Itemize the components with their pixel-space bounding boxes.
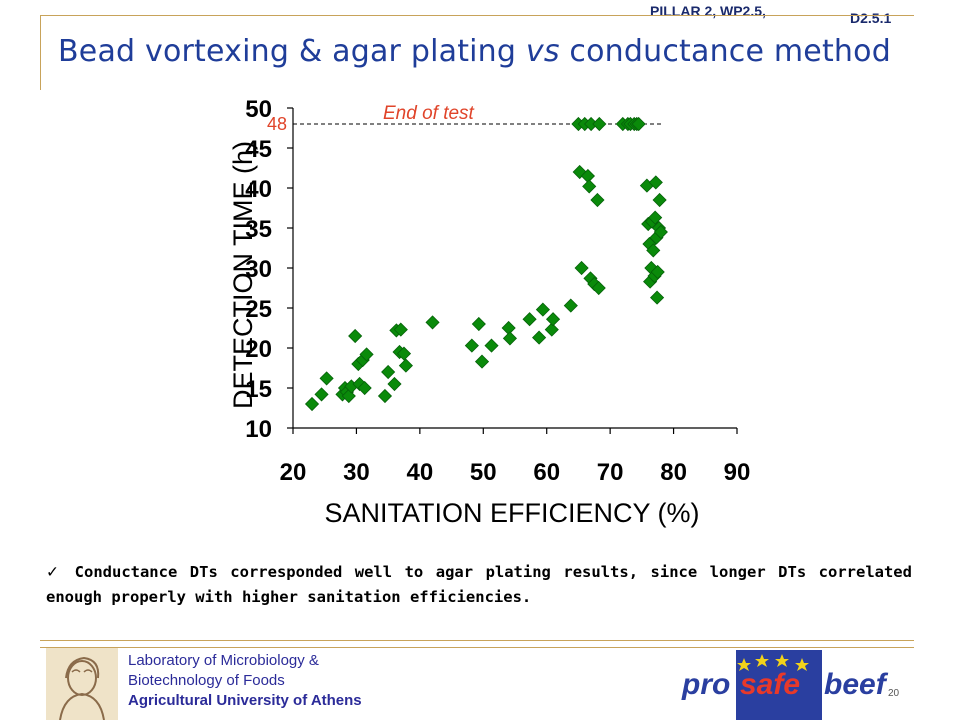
data-point — [304, 396, 320, 412]
y-tick-label: 50 — [245, 96, 272, 123]
data-point — [393, 322, 408, 337]
title-italic-vs: vs — [525, 34, 560, 69]
slide-title: Bead vortexing & agar plating vs conduct… — [58, 34, 891, 69]
data-point — [650, 290, 665, 305]
x-tick-label: 80 — [660, 459, 687, 486]
data-point — [348, 328, 363, 344]
lab-name-line2: Biotechnology of Foods — [128, 672, 285, 689]
logo-safe-text: safe — [740, 668, 800, 701]
data-point — [398, 358, 413, 373]
scatter-chart: 10 15 20 25 30 35 40 45 50 20 30 40 50 60 70 80 90 DETEC… — [228, 96, 750, 528]
data-point — [425, 315, 440, 330]
data-point — [631, 116, 646, 132]
x-tick-label: 30 — [343, 459, 370, 486]
data-point — [650, 264, 665, 280]
x-tick-label: 50 — [470, 459, 497, 486]
data-point — [652, 192, 667, 208]
y-tick-label: 10 — [245, 416, 272, 443]
university-emblem-image — [46, 648, 118, 721]
lab-name-line1: Laboratory of Microbiology & — [128, 652, 319, 669]
data-point — [532, 330, 547, 345]
data-point — [359, 347, 374, 362]
data-point — [474, 354, 490, 369]
footer-rule-lower — [40, 647, 914, 648]
data-point — [484, 338, 499, 353]
data-point — [646, 243, 661, 258]
y-tick-label: 35 — [245, 216, 272, 243]
data-point — [592, 116, 607, 132]
deliverable-label: D2.5.1 — [850, 10, 892, 26]
x-tick-label: 20 — [280, 459, 307, 486]
data-point — [544, 322, 559, 337]
data-point — [648, 175, 663, 190]
y-tick-label: 15 — [245, 376, 272, 403]
university-name: Agricultural University of Athens — [128, 692, 362, 709]
y-tick-label: 30 — [245, 256, 272, 283]
y-tick-label: 40 — [245, 176, 272, 203]
check-icon: ✓ — [46, 563, 63, 581]
x-tick-label: 90 — [724, 459, 751, 486]
data-point — [502, 331, 517, 346]
page-number: 20 — [888, 688, 900, 699]
end-of-test-annotation: End of test — [383, 103, 475, 124]
data-point — [377, 388, 393, 404]
data-point — [464, 338, 479, 353]
plot-axes: 10 15 20 25 30 35 40 45 50 20 30 40 50 60 70 80 90 — [245, 96, 750, 486]
data-points — [304, 116, 668, 412]
data-point — [574, 260, 589, 276]
data-point — [648, 210, 663, 225]
footer-rule — [40, 640, 914, 641]
data-point — [501, 320, 516, 336]
x-tick-label: 40 — [407, 459, 434, 486]
prosafebeef-logo: pro safe beef — [681, 650, 889, 720]
lab-info: Laboratory of Microbiology & Biotechnolo… — [128, 651, 362, 711]
logo-beef-text: beef — [824, 668, 889, 701]
data-point — [381, 364, 396, 380]
data-point — [387, 376, 402, 392]
end-of-test-value: 48 — [267, 114, 287, 134]
data-point — [396, 346, 412, 361]
x-tick-label: 60 — [533, 459, 560, 486]
data-point — [522, 312, 537, 327]
y-tick-label: 20 — [245, 336, 272, 363]
data-point — [545, 312, 561, 327]
logo-pro-text: pro — [681, 668, 730, 701]
y-tick-label: 25 — [245, 296, 272, 323]
x-tick-label: 70 — [597, 459, 624, 486]
title-rule — [40, 15, 914, 16]
y-tick-label: 45 — [245, 136, 272, 163]
data-point — [563, 298, 578, 313]
data-point — [653, 224, 668, 240]
data-point — [357, 380, 372, 396]
title-rule-vertical — [40, 15, 41, 90]
y-axis-label: DETECTION TIME (h) — [228, 141, 258, 409]
data-point — [314, 387, 329, 402]
data-point — [535, 302, 550, 317]
conclusion-note: ✓ Conductance DTs corresponded well to a… — [46, 560, 912, 610]
data-point — [591, 280, 606, 296]
conclusion-text: Conductance DTs corresponded well to aga… — [46, 563, 912, 606]
data-point — [582, 179, 597, 194]
data-point — [471, 316, 486, 332]
x-axis-label: SANITATION EFFICIENCY (%) — [324, 498, 699, 528]
data-point — [319, 371, 334, 386]
data-point — [590, 192, 605, 208]
